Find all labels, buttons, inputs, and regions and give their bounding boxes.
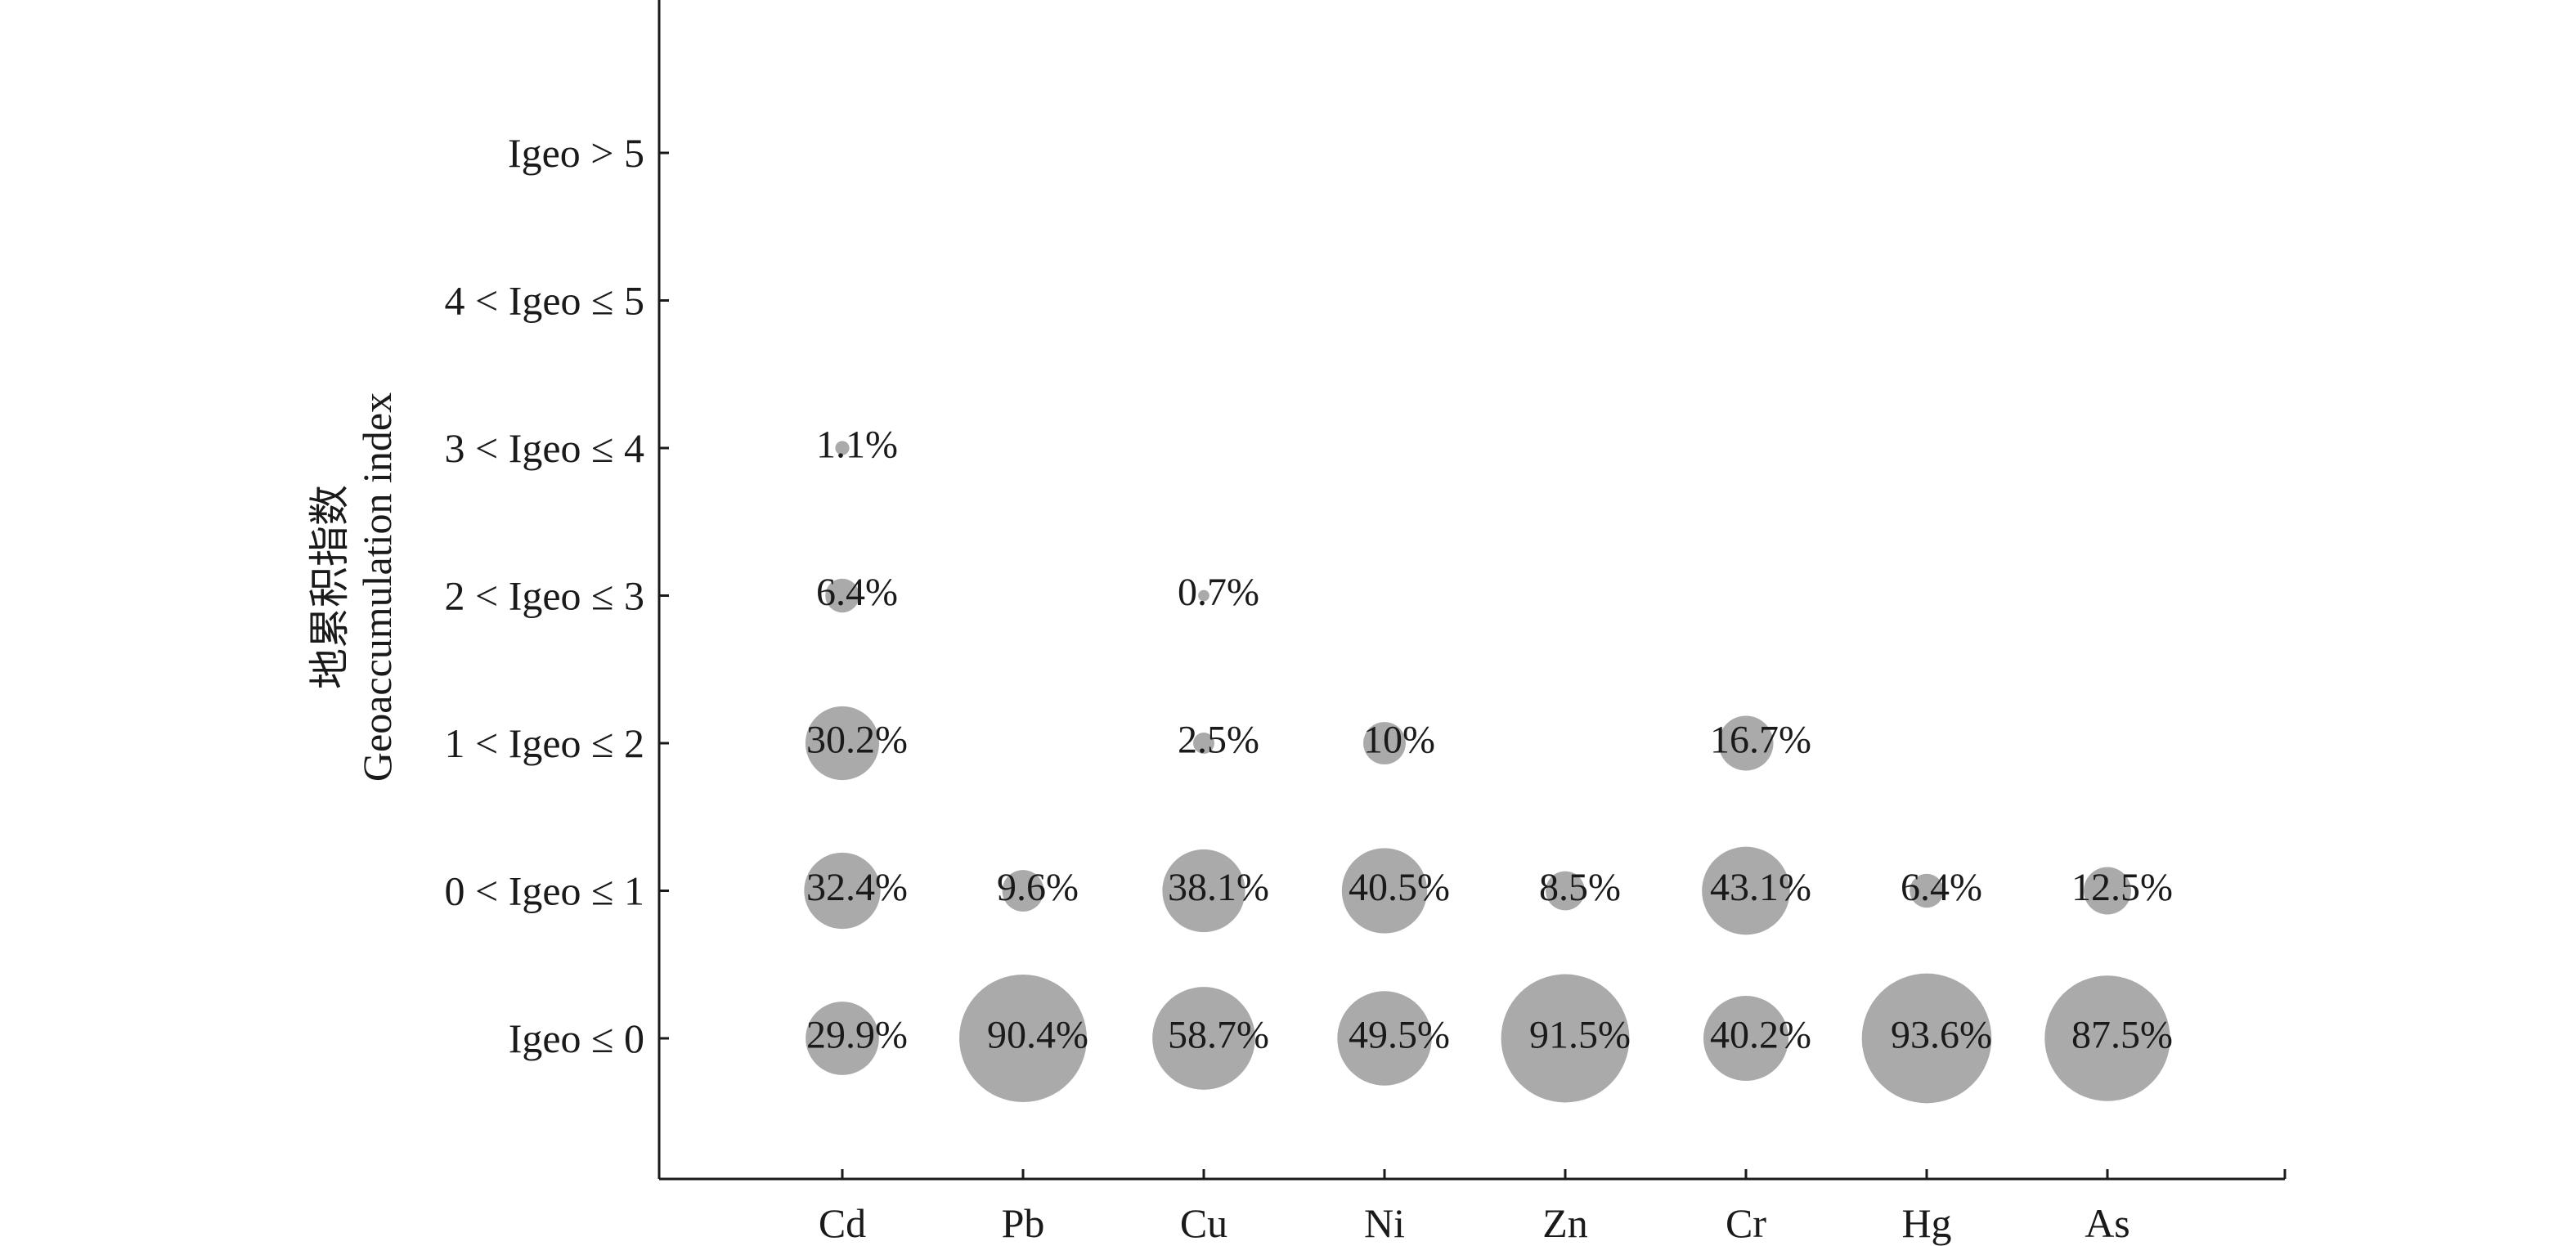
bubble-zn-level-0 <box>1501 974 1630 1103</box>
bubble-hg-level-1 <box>1910 873 1944 908</box>
bubble-cr-level-0 <box>1703 996 1788 1081</box>
y-ticks: Igeo ≤ 0 0 < Igeo ≤ 1 1 < Igeo ≤ 2 2 < Igeo… <box>445 130 669 1061</box>
x-tick-label: Cd <box>819 1200 866 1246</box>
bubble-zn-level-1 <box>1546 871 1585 911</box>
data-label-cu-level-0: 58.7% <box>1168 1014 1269 1057</box>
bubble-cd-level-4 <box>835 441 850 455</box>
data-label-ni-level-2: 10% <box>1363 719 1435 762</box>
bubble-ni-level-0 <box>1337 991 1432 1086</box>
bubble-ni-level-2 <box>1363 722 1406 764</box>
y-axis-title: 地累积指数 Geoaccumulation index <box>307 392 400 782</box>
bubble-cd-level-2 <box>805 706 880 781</box>
x-tick-label: Pb <box>1002 1200 1045 1246</box>
bubble-pb-level-1 <box>1002 870 1044 912</box>
data-label-zn-level-1: 8.5% <box>1539 866 1621 909</box>
y-tick-label: 4 < Igeo ≤ 5 <box>445 278 644 324</box>
data-label-cu-level-2: 2.5% <box>1178 719 1259 762</box>
data-label-cd-level-1: 32.4% <box>806 866 908 909</box>
data-labels: 29.9% 32.4% 30.2% 6.4% 1.1% 90.4% 9.6% 58.7% 38.… <box>806 424 2173 1057</box>
x-tick-label: As <box>2085 1200 2130 1246</box>
data-label-cr-level-2: 16.7% <box>1710 719 1811 762</box>
bubble-cd-level-3 <box>825 578 859 613</box>
bubble-cu-level-1 <box>1162 849 1245 933</box>
data-label-pb-level-0: 90.4% <box>987 1014 1088 1057</box>
data-label-ni-level-1: 40.5% <box>1349 866 1450 909</box>
bubble-cr-level-2 <box>1718 715 1774 771</box>
bubble-cd-level-0 <box>806 1002 879 1075</box>
data-label-hg-level-0: 93.6% <box>1891 1014 1992 1057</box>
bubble-as-level-0 <box>2044 975 2170 1101</box>
x-ticks: Cd Pb Cu Ni Zn Cr Hg As <box>819 1169 2130 1246</box>
bubble-ni-level-1 <box>1341 848 1428 934</box>
data-label-pb-level-1: 9.6% <box>997 866 1079 909</box>
bubble-cd-level-1 <box>804 852 881 930</box>
bubble-hg-level-0 <box>1861 973 1992 1104</box>
x-tick-label: Zn <box>1542 1200 1588 1246</box>
data-label-cr-level-0: 40.2% <box>1710 1014 1811 1057</box>
bubbles <box>804 441 2170 1104</box>
data-label-as-level-0: 87.5% <box>2071 1014 2173 1057</box>
y-tick-label: 2 < Igeo ≤ 3 <box>445 573 644 619</box>
bubble-pb-level-0 <box>959 975 1087 1102</box>
bubble-cu-level-0 <box>1152 987 1255 1090</box>
data-label-cd-level-2: 30.2% <box>806 719 908 762</box>
data-label-cu-level-3: 0.7% <box>1178 571 1259 614</box>
x-tick-label: Ni <box>1364 1200 1405 1246</box>
y-tick-label: 0 < Igeo ≤ 1 <box>445 868 644 914</box>
bubble-cu-level-2 <box>1193 733 1214 754</box>
y-axis-title-line-1: 地累积指数 <box>307 485 352 689</box>
data-label-hg-level-1: 6.4% <box>1901 866 1982 909</box>
x-tick-label: Cu <box>1180 1200 1227 1246</box>
bubble-as-level-1 <box>2084 867 2131 915</box>
x-tick-label: Hg <box>1901 1200 1951 1246</box>
bubble-cu-level-3 <box>1198 589 1209 602</box>
data-label-zn-level-0: 91.5% <box>1529 1014 1631 1057</box>
data-label-cd-level-3: 6.4% <box>816 571 898 614</box>
y-axis-title-line-2: Geoaccumulation index <box>354 392 400 782</box>
data-label-as-level-1: 12.5% <box>2071 866 2173 909</box>
axes <box>657 0 2287 1181</box>
y-tick-label: Igeo > 5 <box>508 130 644 176</box>
data-label-ni-level-0: 49.5% <box>1349 1014 1450 1057</box>
y-tick-label: Igeo ≤ 0 <box>509 1015 644 1061</box>
y-tick-label: 1 < Igeo ≤ 2 <box>445 720 644 766</box>
y-tick-label: 3 < Igeo ≤ 4 <box>445 425 644 471</box>
data-label-cr-level-1: 43.1% <box>1710 866 1811 909</box>
data-label-cd-level-0: 29.9% <box>806 1014 908 1057</box>
data-label-cu-level-1: 38.1% <box>1168 866 1269 909</box>
data-label-cd-level-4: 1.1% <box>816 424 898 467</box>
x-tick-label: Cr <box>1726 1200 1766 1246</box>
bubble-cr-level-1 <box>1702 846 1790 935</box>
